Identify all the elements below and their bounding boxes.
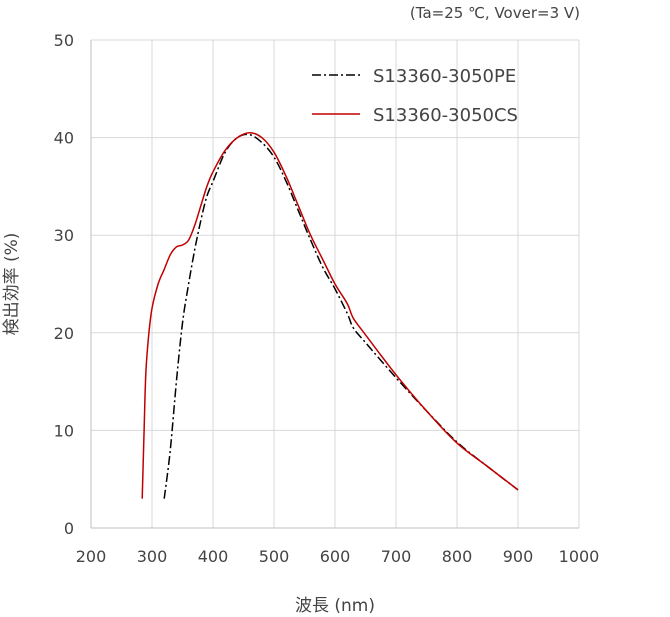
y-tick-30: 30: [54, 226, 74, 245]
y-axis-title: 検出効率 (%): [2, 233, 22, 336]
legend: S13360-3050PE S13360-3050CS: [312, 66, 518, 126]
y-tick-40: 40: [54, 129, 74, 148]
legend-label-cs: S13360-3050CS: [373, 105, 518, 126]
legend-label-pe: S13360-3050PE: [373, 66, 516, 87]
x-tick-400: 400: [198, 547, 229, 566]
y-tick-10: 10: [54, 421, 74, 440]
x-tick-500: 500: [259, 547, 290, 566]
x-tick-200: 200: [76, 547, 107, 566]
y-tick-labels: 0 10 20 30 40 50: [54, 31, 74, 538]
y-tick-0: 0: [64, 519, 74, 538]
y-tick-50: 50: [54, 31, 74, 50]
x-axis-title: 波長 (nm): [295, 596, 375, 616]
y-tick-20: 20: [54, 324, 74, 343]
x-tick-1000: 1000: [559, 547, 600, 566]
series-line-pe: [163, 133, 519, 499]
conditions-label: (Ta=25 ℃, Vover=3 V): [410, 4, 580, 22]
x-tick-800: 800: [442, 547, 473, 566]
series-lines: [141, 131, 519, 499]
x-tick-600: 600: [320, 547, 351, 566]
x-tick-700: 700: [381, 547, 412, 566]
x-tick-labels: 200 300 400 500 600 700 800 900 1000: [76, 547, 600, 566]
series-line-cs: [141, 131, 519, 499]
x-tick-900: 900: [503, 547, 534, 566]
x-tick-300: 300: [137, 547, 168, 566]
